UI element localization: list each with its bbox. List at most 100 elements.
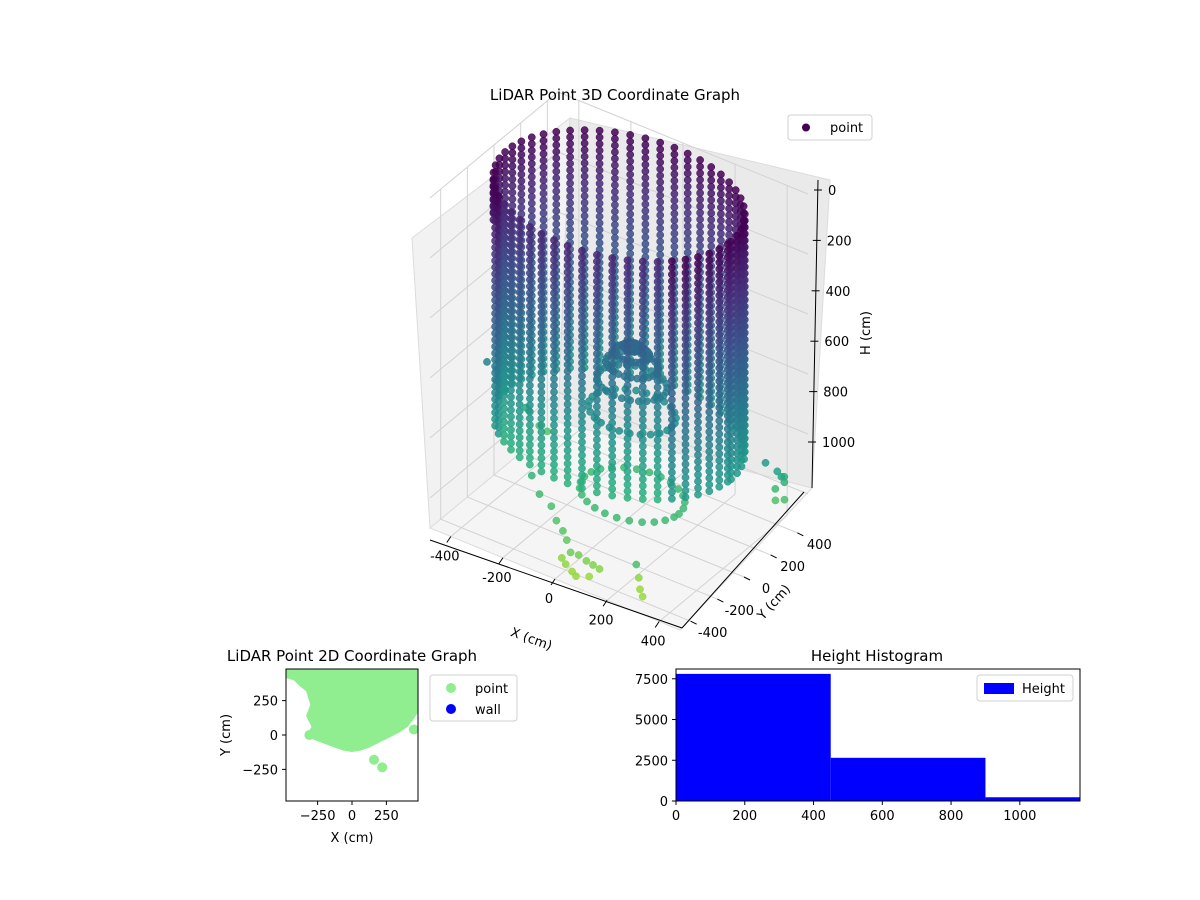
data-point — [578, 425, 586, 433]
data-point — [580, 238, 589, 247]
data-point — [681, 295, 690, 304]
outlier-points — [304, 724, 418, 773]
data-point — [681, 354, 690, 363]
data-point — [705, 295, 714, 304]
data-point — [705, 460, 714, 469]
data-point — [707, 169, 716, 178]
data-point — [552, 187, 561, 196]
x-tick-mark — [602, 599, 608, 607]
data-point — [515, 314, 524, 323]
data-point — [593, 303, 601, 312]
legend-marker-point-2d — [446, 683, 456, 693]
data-point — [507, 320, 515, 329]
data-point — [507, 307, 515, 315]
data-point — [508, 162, 517, 170]
data-point — [694, 319, 702, 327]
data-point — [526, 355, 534, 363]
data-point — [527, 159, 536, 168]
data-point — [611, 154, 619, 163]
data-point — [508, 149, 517, 157]
data-point — [694, 371, 702, 380]
data-point — [723, 253, 732, 262]
data-point — [668, 323, 676, 332]
data-point — [696, 162, 704, 171]
data-point — [601, 509, 609, 518]
data-point — [653, 475, 662, 484]
data-point — [705, 249, 714, 258]
data-point — [608, 267, 617, 276]
data-point — [723, 392, 732, 400]
data-point — [715, 291, 724, 300]
data-point — [515, 308, 524, 316]
data-point — [608, 386, 617, 394]
data-point — [681, 414, 690, 422]
data-point — [715, 476, 724, 485]
legend-label-wall-2d: wall — [475, 703, 501, 718]
data-point — [507, 439, 515, 447]
data-point — [537, 243, 546, 251]
data-point — [515, 248, 524, 257]
x-tick-mark — [498, 557, 504, 565]
data-point — [656, 191, 665, 200]
data-point — [694, 437, 702, 446]
data-point — [641, 174, 650, 182]
data-point — [550, 262, 558, 271]
data-point — [694, 338, 702, 347]
data-point — [641, 200, 650, 209]
data-point — [623, 315, 632, 324]
data-point — [580, 212, 589, 220]
data-point — [537, 375, 546, 383]
data-point — [535, 490, 544, 498]
data-point — [705, 322, 714, 331]
data-point — [723, 266, 732, 275]
data-point — [507, 393, 515, 401]
data-point — [500, 365, 508, 373]
data-point — [638, 363, 647, 371]
data-point — [578, 418, 586, 427]
data-point — [500, 398, 508, 406]
data-point — [608, 273, 617, 282]
data-point — [668, 389, 676, 398]
data-point — [626, 150, 635, 159]
legend-label-height: Height — [1022, 682, 1065, 697]
data-point — [550, 236, 558, 245]
data-point — [515, 268, 524, 277]
data-point — [705, 262, 714, 271]
data-point — [638, 468, 647, 477]
data-point — [593, 468, 601, 477]
data-point — [638, 303, 647, 312]
data-point — [681, 282, 690, 290]
data-point — [623, 388, 632, 397]
data-point — [595, 166, 604, 175]
data-point — [723, 471, 732, 479]
data-point — [526, 289, 534, 297]
data-point — [537, 461, 546, 469]
data-point — [668, 277, 676, 285]
data-point — [526, 302, 534, 311]
data-point — [696, 169, 704, 178]
histogram-bar — [676, 673, 831, 801]
data-point — [656, 224, 665, 233]
data-point — [611, 141, 619, 150]
data-point — [577, 490, 586, 499]
data-point — [715, 364, 724, 372]
data-point — [526, 308, 534, 317]
data-point — [696, 222, 704, 230]
data-point — [681, 400, 690, 409]
data-point — [641, 220, 650, 228]
data-point — [656, 158, 665, 167]
data-point — [552, 147, 561, 156]
data-point — [526, 407, 534, 416]
data-point — [694, 457, 702, 466]
data-point — [593, 297, 601, 305]
data-point — [552, 207, 561, 215]
data-point — [707, 176, 716, 185]
data-point — [500, 424, 508, 433]
data-point — [705, 441, 714, 449]
data-point — [537, 249, 546, 258]
data-point — [731, 186, 740, 194]
data-point — [593, 475, 601, 484]
data-point — [550, 315, 558, 324]
data-point — [638, 488, 647, 497]
data-point — [715, 278, 724, 287]
